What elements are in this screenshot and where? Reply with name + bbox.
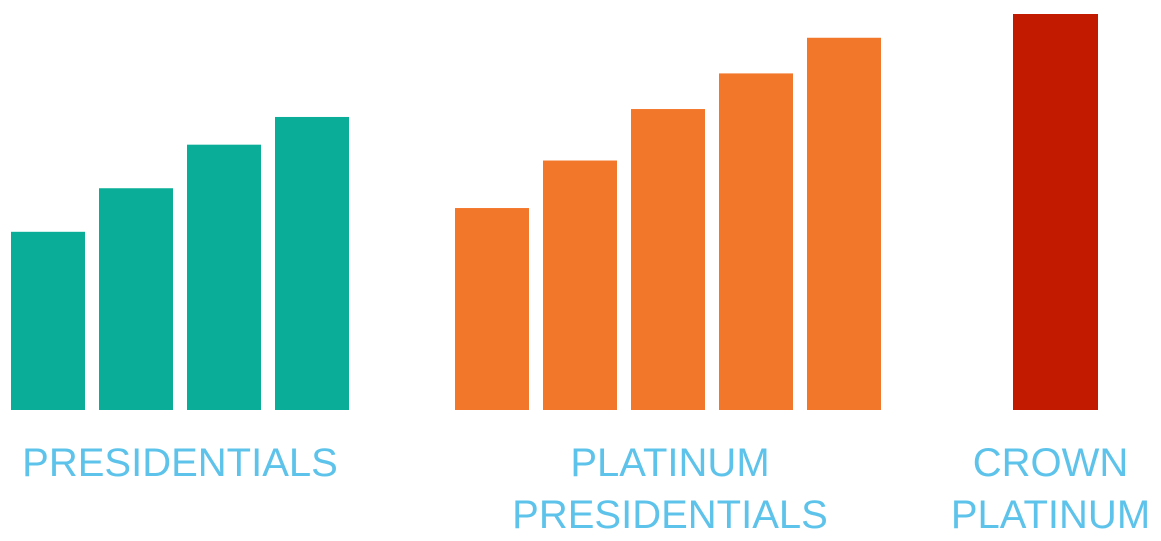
- bar-presidentials-3: [187, 145, 261, 410]
- bar-platinum-presidentials-3: [631, 109, 705, 410]
- bar-presidentials-1: [11, 232, 85, 410]
- group-label-platinum-presidentials: PLATINUM PRESIDENTIALS: [455, 437, 885, 541]
- bar-platinum-presidentials-5: [807, 38, 881, 410]
- group-label-platinum-presidentials-line-1: PLATINUM: [455, 437, 885, 489]
- bar-crown-platinum-1: [1013, 14, 1098, 410]
- group-label-presidentials: PRESIDENTIALS: [0, 437, 360, 489]
- group-label-platinum-presidentials-line-2: PRESIDENTIALS: [455, 489, 885, 541]
- group-label-crown-platinum-line-2: PLATINUM: [940, 489, 1161, 541]
- group-label-presidentials-line-1: PRESIDENTIALS: [0, 437, 360, 489]
- bar-platinum-presidentials-4: [719, 73, 793, 410]
- bar-platinum-presidentials-2: [543, 161, 617, 410]
- bar-presidentials-4: [275, 117, 349, 410]
- group-label-crown-platinum-line-1: CROWN: [940, 437, 1161, 489]
- bars-layer: [11, 14, 1098, 410]
- group-label-crown-platinum: CROWN PLATINUM: [940, 437, 1161, 541]
- bar-presidentials-2: [99, 188, 173, 410]
- bar-platinum-presidentials-1: [455, 208, 529, 410]
